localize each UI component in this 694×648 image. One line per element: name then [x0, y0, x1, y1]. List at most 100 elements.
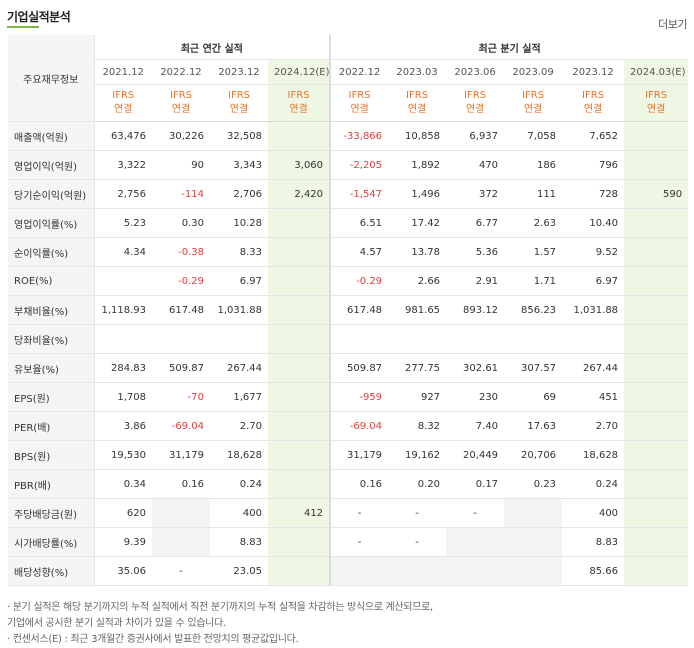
more-link[interactable]: 더보기 — [658, 18, 687, 31]
annual-value-cell: 35.06 — [94, 556, 152, 586]
accounting-standard: IFRS 연결 — [94, 84, 152, 122]
quarter-group-header: 최근 분기 실적 — [329, 35, 689, 60]
quarter-value-cell — [624, 498, 689, 528]
row-label: 부채비율(%) — [8, 295, 95, 325]
row-label: PER(배) — [8, 411, 95, 441]
quarter-value-cell: 9.52 — [562, 237, 625, 267]
accounting-standard: IFRS 연결 — [562, 84, 625, 122]
quarter-value-cell — [504, 324, 563, 354]
table-row: 시가배당률(%) 9.39 8.83 - - 8.83 — [8, 527, 689, 557]
quarter-value-cell: 111 — [504, 179, 563, 209]
quarter-value-cell: 7,652 — [562, 121, 625, 151]
quarter-value-cell: 451 — [562, 382, 625, 412]
quarter-value-cell — [446, 324, 505, 354]
annual-value-cell: 10.28 — [210, 208, 268, 238]
quarter-value-cell: 230 — [446, 382, 505, 412]
table-row: PBR(배) 0.34 0.16 0.24 0.16 0.20 0.17 0.23 0.24 — [8, 469, 689, 499]
quarter-value-cell — [624, 295, 689, 325]
quarter-value-cell: -69.04 — [329, 411, 389, 441]
row-label: 당좌비율(%) — [8, 324, 95, 354]
quarter-value-cell: 1,031.88 — [562, 295, 625, 325]
quarter-value-cell: - — [388, 527, 447, 557]
annual-value-cell: 4.34 — [94, 237, 152, 267]
financial-table: 주요재무정보 최근 연간 실적 최근 분기 실적 2021.12 2022.12 2… — [8, 35, 689, 586]
quarter-value-cell: 728 — [562, 179, 625, 209]
quarter-value-cell: 7.40 — [446, 411, 505, 441]
quarter-value-cell: 10,858 — [388, 121, 447, 151]
quarter-value-cell: 0.24 — [562, 469, 625, 499]
quarter-value-cell — [446, 527, 505, 557]
quarter-value-cell: 6.97 — [562, 266, 625, 296]
quarter-value-cell — [624, 411, 689, 441]
quarter-value-cell: 856.23 — [504, 295, 563, 325]
accounting-standard: IFRS 연결 — [268, 84, 331, 122]
annual-value-cell: 31,179 — [152, 440, 210, 470]
annual-value-cell: 90 — [152, 150, 210, 180]
row-label: EPS(원) — [8, 382, 95, 412]
row-label: 순이익률(%) — [8, 237, 95, 267]
quarter-value-cell — [624, 382, 689, 412]
quarter-value-cell: 302.61 — [446, 353, 505, 383]
title-underline — [7, 26, 39, 28]
annual-value-cell: 1,677 — [210, 382, 268, 412]
quarter-value-cell — [388, 556, 447, 586]
annual-value-cell: 1,118.93 — [94, 295, 152, 325]
quarter-value-cell — [624, 150, 689, 180]
standard-name: IFRS — [228, 90, 250, 101]
standard-name: IFRS — [406, 90, 429, 101]
annual-value-cell: 6.97 — [210, 266, 268, 296]
section-title: 기업실적분석 — [7, 10, 71, 24]
annual-value-cell — [152, 498, 210, 528]
quarter-value-cell: 372 — [446, 179, 505, 209]
annual-value-cell: -70 — [152, 382, 210, 412]
accounting-standard: IFRS 연결 — [210, 84, 268, 122]
quarter-value-cell: 8.83 — [562, 527, 625, 557]
accounting-standard: IFRS 연결 — [152, 84, 210, 122]
quarter-value-cell: 267.44 — [562, 353, 625, 383]
annual-value-cell: 8.83 — [210, 527, 268, 557]
table-row: BPS(원) 19,530 31,179 18,628 31,179 19,162 20,4… — [8, 440, 689, 470]
table-row: 영업이익률(%) 5.23 0.30 10.28 6.51 17.42 6.77 2.63 10… — [8, 208, 689, 238]
quarter-value-cell: - — [446, 498, 505, 528]
table-row: PER(배) 3.86 -69.04 2.70 -69.04 8.32 7.40 17.63 2… — [8, 411, 689, 441]
annual-period-header: 2021.12 — [94, 59, 152, 85]
standard-name: IFRS — [170, 90, 192, 101]
quarter-value-cell: 981.65 — [388, 295, 447, 325]
quarter-period-header: 2024.03(E) — [624, 59, 689, 85]
standard-name: IFRS — [582, 90, 605, 101]
accounting-standard: IFRS 연결 — [446, 84, 505, 122]
quarter-value-cell: 277.75 — [388, 353, 447, 383]
corner-header: 주요재무정보 — [8, 35, 95, 122]
standard-scope: 연결 — [229, 104, 249, 115]
quarter-value-cell: 85.66 — [562, 556, 625, 586]
quarter-value-cell — [504, 527, 563, 557]
annual-value-cell: 8.33 — [210, 237, 268, 267]
row-label: 주당배당금(원) — [8, 498, 95, 528]
annual-value-cell — [268, 382, 331, 412]
quarter-value-cell: 6,937 — [446, 121, 505, 151]
quarter-value-cell: - — [329, 527, 389, 557]
table-row: 당좌비율(%) — [8, 324, 689, 354]
quarter-value-cell: 17.42 — [388, 208, 447, 238]
annual-value-cell — [268, 353, 331, 383]
standard-name: IFRS — [464, 90, 487, 101]
quarter-value-cell — [624, 440, 689, 470]
quarter-value-cell: 400 — [562, 498, 625, 528]
accounting-standard: IFRS 연결 — [329, 84, 389, 122]
annual-group-header: 최근 연간 실적 — [94, 35, 331, 60]
quarter-value-cell: 20,449 — [446, 440, 505, 470]
quarter-value-cell: -1,547 — [329, 179, 389, 209]
standard-name: IFRS — [287, 90, 310, 101]
quarter-value-cell: - — [329, 498, 389, 528]
annual-value-cell: 2,420 — [268, 179, 331, 209]
quarter-value-cell — [624, 324, 689, 354]
table-row: 순이익률(%) 4.34 -0.38 8.33 4.57 13.78 5.36 1.57 9.5… — [8, 237, 689, 267]
table-row: 매출액(억원) 63,476 30,226 32,508 -33,866 10,858 6,… — [8, 121, 689, 151]
quarter-value-cell: 10.40 — [562, 208, 625, 238]
annual-value-cell: 19,530 — [94, 440, 152, 470]
quarter-value-cell: -33,866 — [329, 121, 389, 151]
row-label: 영업이익(억원) — [8, 150, 95, 180]
quarter-value-cell: 2.63 — [504, 208, 563, 238]
quarter-value-cell: 927 — [388, 382, 447, 412]
accounting-standard: IFRS 연결 — [504, 84, 563, 122]
